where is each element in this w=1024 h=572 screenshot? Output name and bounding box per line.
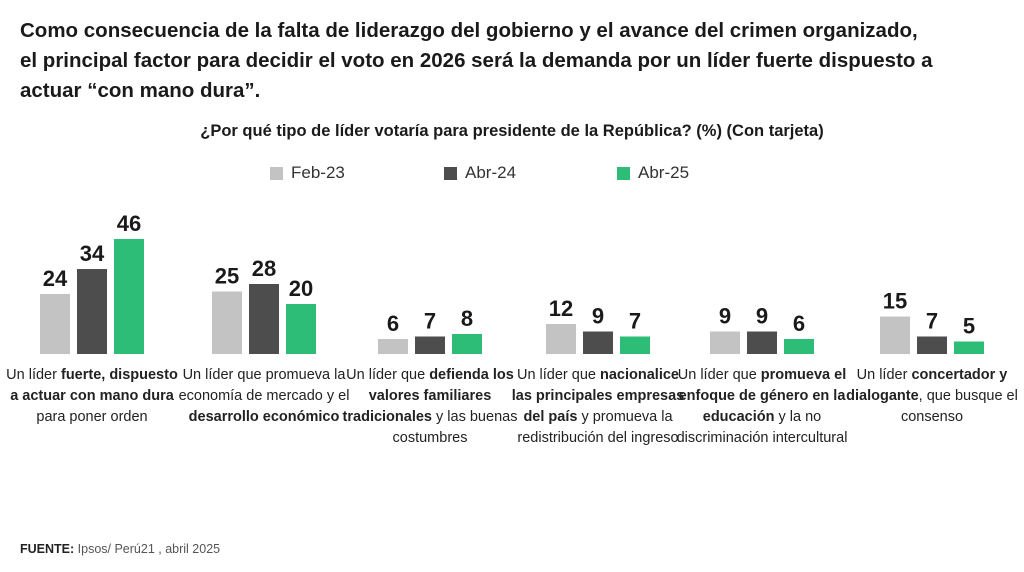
bar-abr24-cat3 [415,336,445,354]
data-label-abr25-cat4: 7 [629,309,641,334]
category-label-6-b1: concertador y dialogante [846,367,1008,404]
data-label-feb23-cat2: 25 [215,264,239,289]
category-label-4-p1: Un líder que [516,367,601,383]
data-label-abr24-cat6: 7 [926,309,938,334]
category-label-5-b1: promueva el enfoque de género en la educ… [678,367,847,425]
category-label-5-p1: Un líder que [677,367,761,383]
category-label-6-p1: Un líder [856,367,912,383]
category-label-1-p2: para poner orden [36,409,148,425]
legend-item-feb23: Feb-23 [270,163,345,183]
data-label-abr24-cat2: 28 [252,256,276,281]
category-label-3-b1: defienda los valores familiares tradicio… [342,367,514,425]
legend-item-abr24: Abr-24 [444,163,516,183]
category-label-5: Un líder que promueva el enfoque de géne… [674,365,850,449]
bar-abr24-cat6 [917,336,947,354]
data-label-feb23-cat1: 24 [43,266,68,291]
chart-title: ¿Por qué tipo de líder votaría para pres… [200,122,824,140]
bar-abr25-cat1 [114,239,144,354]
category-label-2-p1: Un líder que promueva la economía de mer… [178,367,350,404]
data-label-feb23-cat5: 9 [719,304,731,329]
category-label-3-p1: Un líder que [346,367,430,383]
source-label: FUENTE: [20,542,75,556]
source-text: Ipsos/ Perú21 , abril 2025 [74,542,221,556]
category-label-5-p2: y la no discriminación intercultural [676,409,848,446]
legend-label-abr25: Abr-25 [638,163,690,182]
category-label-3: Un líder que defienda los valores famili… [342,365,518,449]
bar-feb23-cat5 [710,331,740,354]
category-label-1-b1: fuerte, dispuesto a actuar con mano dura [10,367,178,404]
bar-abr25-cat2 [286,304,316,354]
data-label-abr24-cat1: 34 [80,241,105,266]
bar-feb23-cat2 [212,291,242,354]
legend-swatch-abr24 [444,166,457,180]
category-label-4: Un líder que nacionalice las principales… [510,365,686,449]
legend-item-abr25: Abr-25 [617,163,689,183]
category-label-6-p2: , que busque el consenso [900,388,1018,425]
category-label-2: Un líder que promueva la economía de mer… [176,365,352,428]
category-label-2-b1: desarrollo económico [188,409,340,425]
data-label-abr25-cat2: 20 [289,276,313,301]
legend-swatch-feb23 [270,166,283,180]
source-note: FUENTE: Ipsos/ Perú21 , abril 2025 [20,542,220,556]
bar-feb23-cat3 [378,339,408,354]
data-label-abr25-cat3: 8 [461,306,473,331]
bar-feb23-cat6 [880,316,910,354]
data-label-abr25-cat5: 6 [793,311,805,336]
legend-label-feb23: Feb-23 [291,163,345,182]
bar-abr25-cat6 [954,341,984,354]
bar-abr24-cat4 [583,331,613,354]
bar-abr24-cat5 [747,331,777,354]
data-label-abr24-cat4: 9 [592,304,604,329]
bar-abr24-cat2 [249,284,279,354]
chart-legend: Feb-23 Abr-24 Abr-25 [0,163,1024,185]
category-label-4-b1: nacionalice las principales empresas del… [511,367,685,425]
category-label-6: Un líder concertador y dialogante, que b… [844,365,1020,428]
bar-feb23-cat1 [40,294,70,354]
category-label-1: Un líder fuerte, dispuesto a actuar con … [4,365,180,428]
bar-abr25-cat3 [452,334,482,354]
bar-abr25-cat5 [784,339,814,354]
legend-swatch-abr25 [617,166,630,180]
data-label-abr24-cat3: 7 [424,309,436,334]
category-label-1-p1: Un líder [6,367,61,383]
bar-abr24-cat1 [77,269,107,354]
data-label-feb23-cat4: 12 [549,296,573,321]
data-label-abr25-cat6: 5 [963,314,975,339]
data-label-abr25-cat1: 46 [117,211,141,236]
legend-label-abr24: Abr-24 [465,163,517,182]
category-label-4-p2: y promueva la redistribución del ingreso [517,409,679,446]
headline-line-3: actuar “con mano dura”. [20,79,261,102]
data-label-feb23-cat6: 15 [883,289,907,314]
bar-feb23-cat4 [546,324,576,354]
bar-abr25-cat4 [620,336,650,354]
category-label-3-p2: y las buenas costumbres [392,409,518,446]
headline-line-2: el principal factor para decidir el voto… [20,49,933,72]
data-label-feb23-cat3: 6 [387,311,399,336]
data-label-abr24-cat5: 9 [756,304,768,329]
headline: Como consecuencia de la falta de lideraz… [20,16,1010,106]
headline-line-1: Como consecuencia de la falta de lideraz… [20,19,918,42]
